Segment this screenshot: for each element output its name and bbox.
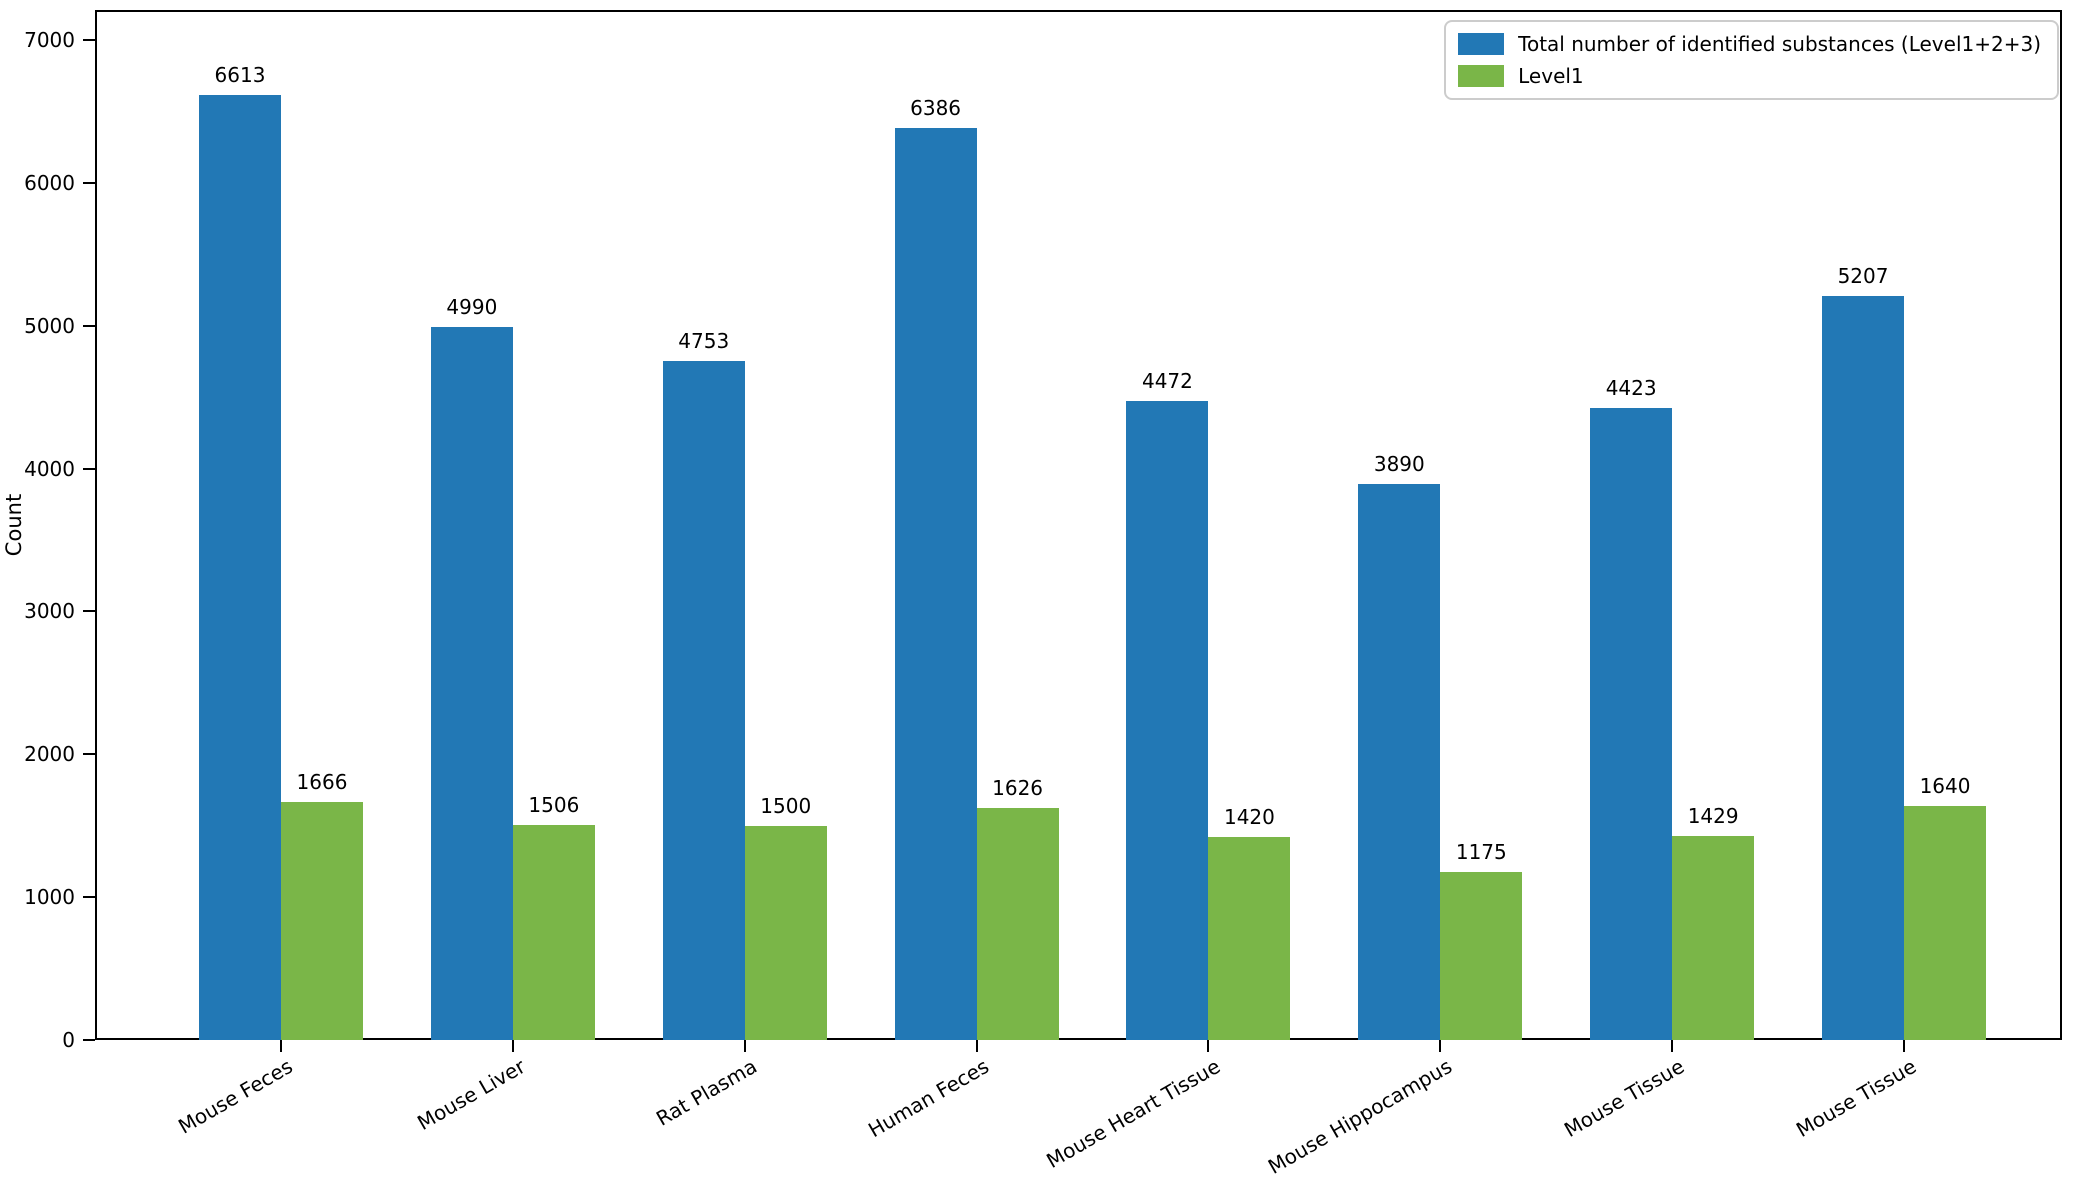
legend-label-level1: Level1 — [1518, 64, 1584, 88]
bar-value-label: 1640 — [1919, 773, 1971, 798]
bar-value-label: 1666 — [296, 770, 348, 794]
y-tick-label: 4000 — [24, 456, 75, 481]
y-tick-label: 5000 — [24, 313, 75, 338]
total-bar — [1590, 408, 1673, 1040]
x-tick — [1671, 1040, 1674, 1052]
total-bar — [430, 327, 513, 1040]
total-bar — [894, 127, 977, 1040]
total-bar — [199, 95, 281, 1040]
x-tick-label: Mouse Hippocampus — [1264, 1054, 1457, 1179]
bar-value-label: 3890 — [1373, 452, 1425, 477]
bar-value-label: 1506 — [528, 792, 580, 817]
total-bar — [1126, 401, 1209, 1040]
x-tick-label: Mouse Feces — [174, 1054, 297, 1139]
x-tick — [1439, 1040, 1442, 1052]
total-bar — [1822, 296, 1905, 1040]
bar-value-label: 4753 — [678, 329, 730, 353]
x-tick-label: Mouse Tissue — [1791, 1054, 1921, 1142]
bar-value-label: 4472 — [1141, 369, 1193, 394]
bar-value-label: 1626 — [992, 775, 1044, 800]
y-tick — [83, 753, 95, 756]
x-tick — [511, 1040, 514, 1052]
y-tick-label: 2000 — [24, 742, 75, 767]
level1-bar — [1440, 872, 1523, 1040]
x-tick — [280, 1040, 282, 1052]
y-tick — [83, 610, 95, 613]
y-tick-label: 6000 — [24, 170, 75, 195]
y-tick — [83, 1039, 95, 1041]
y-axis-label: Count — [2, 493, 26, 557]
level1-bar — [1904, 805, 1987, 1040]
x-tick-label: Human Feces — [863, 1054, 993, 1143]
bar-value-label: 5207 — [1837, 264, 1889, 289]
plot-area — [95, 10, 2062, 1040]
y-tick — [83, 896, 95, 899]
bar-value-label: 1420 — [1223, 805, 1275, 830]
bar-value-label: 4423 — [1605, 376, 1657, 401]
legend-label-total: Total number of identified substances (L… — [1518, 32, 2041, 56]
bar-value-label: 1175 — [1455, 840, 1507, 865]
level1-bar — [281, 802, 363, 1040]
level1-bar — [1672, 835, 1755, 1040]
x-tick — [743, 1040, 746, 1052]
y-tick — [83, 39, 95, 41]
x-tick-label: Mouse Heart Tissue — [1042, 1054, 1225, 1173]
total-bar — [1358, 484, 1441, 1040]
y-tick-label: 0 — [62, 1028, 75, 1052]
y-tick-label: 3000 — [24, 599, 75, 624]
level1-bar — [1208, 837, 1291, 1040]
x-tick-label: Mouse Tissue — [1559, 1054, 1689, 1142]
legend-entry-total: Total number of identified substances (L… — [1458, 32, 2041, 56]
y-tick-label: 7000 — [24, 28, 75, 52]
level1-bar — [744, 825, 827, 1040]
bar-value-label: 4990 — [446, 295, 498, 320]
x-tick-label: Mouse Liver — [412, 1054, 529, 1135]
level1-bar — [976, 807, 1059, 1040]
bar-value-label: 6386 — [910, 95, 962, 120]
y-tick-label: 1000 — [24, 885, 75, 910]
bar-value-label: 1500 — [760, 793, 812, 818]
legend-swatch-level1 — [1458, 65, 1505, 87]
legend-swatch-total — [1458, 33, 1505, 55]
x-tick-label: Rat Plasma — [651, 1054, 761, 1131]
x-tick — [975, 1040, 978, 1052]
x-tick — [1903, 1040, 1906, 1052]
y-tick — [83, 324, 95, 327]
level1-bar — [512, 824, 595, 1040]
y-tick — [83, 467, 95, 470]
x-tick — [1207, 1040, 1210, 1052]
y-tick — [83, 181, 95, 184]
bar-value-label: 6613 — [214, 63, 266, 88]
total-bar — [662, 361, 745, 1040]
legend-entry-level1: Level1 — [1458, 64, 2041, 88]
legend: Total number of identified substances (L… — [1444, 20, 2059, 100]
bar-value-label: 1429 — [1687, 803, 1739, 828]
